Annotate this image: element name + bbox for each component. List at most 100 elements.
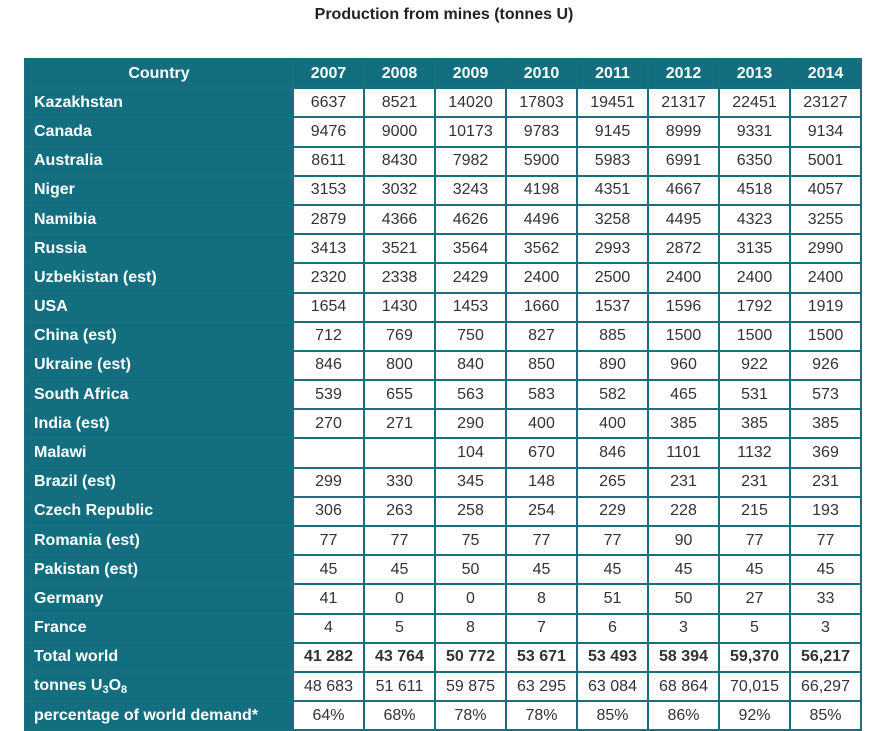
table-row: Pakistan (est) 45 45 50 45 45 45 45 45 xyxy=(24,554,862,586)
table-cell: 51 611 xyxy=(363,670,436,703)
table-cell: 922 xyxy=(718,349,791,382)
table-cell: 68% xyxy=(363,700,436,731)
table-cell: 385 xyxy=(647,408,720,440)
table-cell: 2400 xyxy=(647,262,720,294)
table-cell: 63 295 xyxy=(505,670,578,703)
row-label: India (est) xyxy=(24,408,294,440)
row-label: Australia xyxy=(24,145,294,177)
table-row: France 4 5 8 7 6 3 5 3 xyxy=(24,612,862,644)
table-cell: 846 xyxy=(292,349,365,382)
table-cell: 66,297 xyxy=(789,670,862,703)
table-cell: 1537 xyxy=(576,291,649,323)
table-cell: 63 084 xyxy=(576,670,649,703)
table-cell: 3 xyxy=(789,612,862,644)
header-year: 2009 xyxy=(434,57,507,90)
table-cell: 77 xyxy=(292,524,365,557)
table-cell: 926 xyxy=(789,349,862,382)
table-cell: 229 xyxy=(576,495,649,528)
table-cell: 77 xyxy=(718,524,791,557)
table-cell: 330 xyxy=(363,466,436,498)
table-cell: 4 xyxy=(292,612,365,644)
table-cell: 5 xyxy=(718,612,791,644)
table-cell: 75 xyxy=(434,524,507,557)
table-cell: 4323 xyxy=(718,203,791,236)
table-cell: 400 xyxy=(505,408,578,440)
table-cell: 9134 xyxy=(789,116,862,148)
table-cell: 827 xyxy=(505,320,578,352)
table-cell: 77 xyxy=(576,524,649,557)
table-cell: 2400 xyxy=(505,262,578,294)
table-cell: 271 xyxy=(363,408,436,440)
table-cell: 385 xyxy=(789,408,862,440)
table-row: Uzbekistan (est) 2320 2338 2429 2400 2500 2400… xyxy=(24,262,862,294)
table-cell: 21317 xyxy=(647,87,720,119)
table-cell: 4351 xyxy=(576,174,649,206)
table-cell: 299 xyxy=(292,466,365,498)
table-row: USA 1654 1430 1453 1660 1537 1596 1792 1919 xyxy=(24,291,862,323)
table-cell: 400 xyxy=(576,408,649,440)
table-row: Australia 8611 8430 7982 5900 5983 6991 6350 500… xyxy=(24,145,862,177)
table-cell: 10173 xyxy=(434,116,507,148)
label-subscript: 8 xyxy=(121,684,128,697)
table-cell: 3135 xyxy=(718,233,791,265)
table-cell: 3243 xyxy=(434,174,507,206)
table-cell: 1654 xyxy=(292,291,365,323)
table-row: India (est) 270 271 290 400 400 385 385 385 xyxy=(24,408,862,440)
row-label: China (est) xyxy=(24,320,294,352)
table-cell: 712 xyxy=(292,320,365,352)
table-cell: 385 xyxy=(718,408,791,440)
table-cell: 78% xyxy=(505,700,578,731)
table-cell: 1792 xyxy=(718,291,791,323)
table-cell: 2990 xyxy=(789,233,862,265)
table-cell: 7 xyxy=(505,612,578,644)
table-cell: 50 772 xyxy=(434,641,507,673)
table-cell: 582 xyxy=(576,379,649,411)
table-cell: 5983 xyxy=(576,145,649,177)
header-year: 2007 xyxy=(292,57,365,90)
table-cell: 85% xyxy=(576,700,649,731)
table-cell: 890 xyxy=(576,349,649,382)
table-row: Russia 3413 3521 3564 3562 2993 2872 3135 2990 xyxy=(24,233,862,265)
table-cell: 345 xyxy=(434,466,507,498)
table-cell: 800 xyxy=(363,349,436,382)
table-cell: 6 xyxy=(576,612,649,644)
table-cell: 51 xyxy=(576,583,649,615)
row-label: Niger xyxy=(24,174,294,206)
table-cell: 2993 xyxy=(576,233,649,265)
table-cell: 3255 xyxy=(789,203,862,236)
header-year: 2013 xyxy=(718,57,791,90)
table-cell xyxy=(292,437,365,469)
table-cell: 9000 xyxy=(363,116,436,148)
table-cell: 1430 xyxy=(363,291,436,323)
table-cell: 77 xyxy=(363,524,436,557)
table-cell: 50 xyxy=(647,583,720,615)
header-year: 2008 xyxy=(363,57,436,90)
header-year: 2010 xyxy=(505,57,578,90)
header-country: Country xyxy=(24,57,294,90)
table-cell: 3564 xyxy=(434,233,507,265)
table-cell: 53 671 xyxy=(505,641,578,673)
table-cell: 5001 xyxy=(789,145,862,177)
table-cell: 4667 xyxy=(647,174,720,206)
table-cell: 53 493 xyxy=(576,641,649,673)
table-cell: 3258 xyxy=(576,203,649,236)
total-world-row: Total world 41 282 43 764 50 772 53 671 … xyxy=(24,641,862,673)
table-cell: 33 xyxy=(789,583,862,615)
table-cell: 1500 xyxy=(718,320,791,352)
header-year: 2012 xyxy=(647,57,720,90)
table-cell: 840 xyxy=(434,349,507,382)
table-cell: 270 xyxy=(292,408,365,440)
row-label: France xyxy=(24,612,294,644)
table-cell: 4496 xyxy=(505,203,578,236)
table-row: Germany 41 0 0 8 51 50 27 33 xyxy=(24,583,862,615)
table-body: Kazakhstan 6637 8521 14020 17803 19451 21317 22… xyxy=(24,87,862,644)
header-year: 2011 xyxy=(576,57,649,90)
row-label: Romania (est) xyxy=(24,524,294,557)
table-cell: 228 xyxy=(647,495,720,528)
table-cell: 45 xyxy=(789,554,862,586)
table-cell: 41 282 xyxy=(292,641,365,673)
table-cell: 8611 xyxy=(292,145,365,177)
row-label: Namibia xyxy=(24,203,294,236)
table-row: South Africa 539 655 563 583 582 465 531 573 xyxy=(24,379,862,411)
table-cell: 50 xyxy=(434,554,507,586)
